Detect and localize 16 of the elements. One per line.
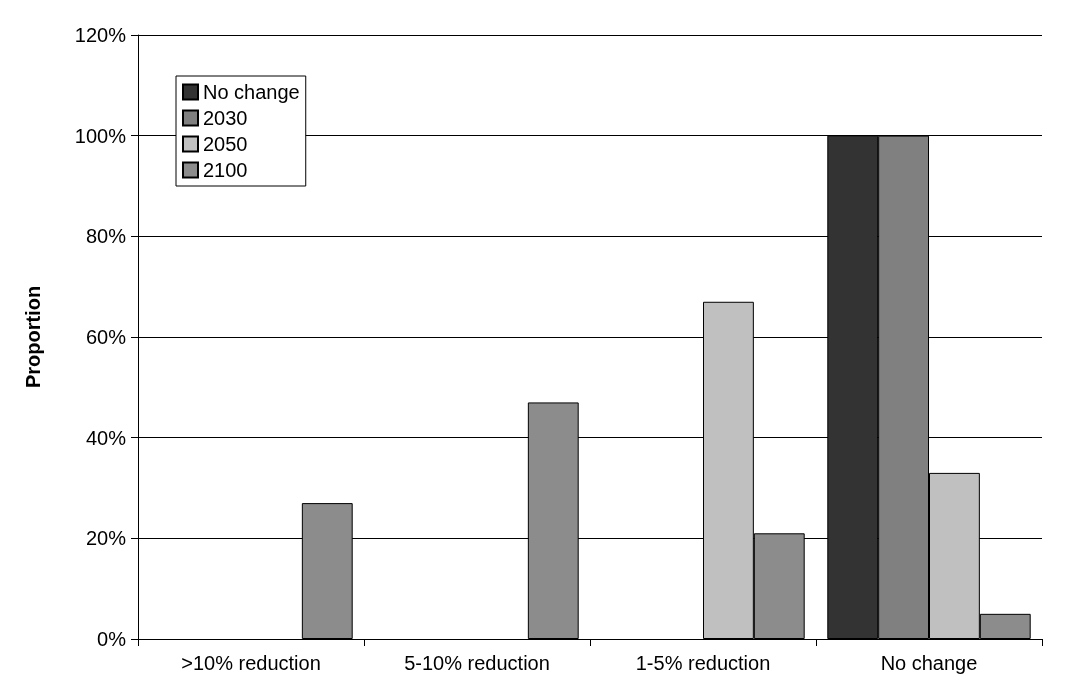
x-tick-label: >10% reduction bbox=[181, 652, 321, 674]
x-tick-label: No change bbox=[880, 652, 978, 674]
y-tick-label: 20% bbox=[85, 527, 127, 550]
legend-label: No change bbox=[203, 81, 300, 103]
x-tick-label: 1-5% reduction bbox=[635, 652, 771, 674]
y-tick-label: 100% bbox=[74, 124, 127, 147]
x-tick-label: 5-10% reduction bbox=[404, 652, 550, 674]
legend-label: 2100 bbox=[203, 159, 248, 181]
y-tick-label: 40% bbox=[85, 426, 127, 449]
legend-label: 2050 bbox=[203, 133, 248, 155]
y-tick-label: 80% bbox=[85, 225, 127, 248]
y-axis-title: Proportion bbox=[22, 285, 44, 389]
y-tick-label: 120% bbox=[74, 24, 127, 46]
y-tick-label: 0% bbox=[97, 628, 127, 650]
legend-label: 2030 bbox=[203, 107, 248, 129]
y-tick-label: 60% bbox=[85, 326, 127, 348]
